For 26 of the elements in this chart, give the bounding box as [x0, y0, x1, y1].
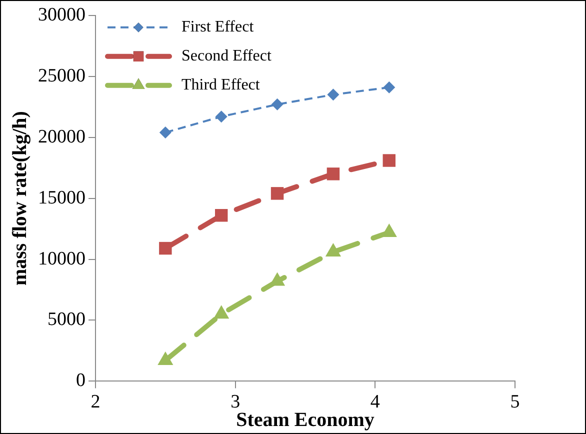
point — [325, 242, 342, 256]
point — [214, 209, 228, 222]
point — [159, 126, 172, 138]
point — [383, 81, 396, 94]
y-tick-label: 25000 — [38, 65, 86, 86]
y-tick-label: 0 — [76, 370, 86, 392]
y-tick-label: 10000 — [38, 248, 86, 270]
y-tick-label: 15000 — [38, 187, 86, 208]
point — [215, 110, 228, 123]
point — [271, 98, 284, 110]
y-tick-label: 20000 — [38, 126, 86, 148]
point — [158, 351, 174, 365]
point — [326, 168, 340, 180]
legend-label: Third Effect — [182, 76, 260, 94]
y-tick-label: 5000 — [48, 309, 86, 330]
x-tick-label: 5 — [510, 392, 520, 413]
point — [327, 88, 340, 101]
point — [270, 187, 284, 200]
x-tick-label: 2 — [90, 392, 100, 413]
point — [382, 154, 396, 167]
y-axis-title: mass flow rate(kg/h) — [9, 111, 32, 286]
legend-label: First Effect — [182, 18, 254, 36]
point — [159, 242, 172, 255]
y-tick-label: 30000 — [38, 4, 86, 26]
point — [214, 305, 230, 319]
legend-label: Second Effect — [182, 48, 272, 65]
